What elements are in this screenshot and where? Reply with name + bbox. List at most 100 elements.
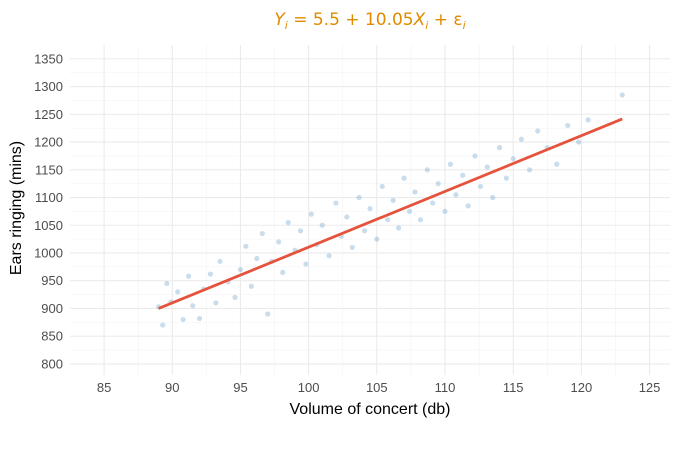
- data-point: [207, 271, 214, 277]
- data-point: [374, 236, 380, 242]
- y-tick-label: 1100: [35, 190, 63, 205]
- data-point: [535, 128, 541, 134]
- x-tick-label: 120: [571, 380, 593, 395]
- data-point: [349, 244, 355, 251]
- data-point: [326, 253, 332, 259]
- data-point: [367, 206, 373, 212]
- data-point: [401, 175, 407, 181]
- data-point: [554, 161, 560, 167]
- regression-line-group: [158, 117, 623, 310]
- data-point: [447, 161, 454, 167]
- title-equation: = 5.5 + 10.05: [288, 10, 414, 30]
- title-y-sub: i: [285, 19, 288, 32]
- data-points: [156, 92, 625, 328]
- x-tick-label: 90: [165, 380, 179, 395]
- data-point: [619, 92, 625, 98]
- data-point: [285, 219, 291, 226]
- data-point: [453, 192, 459, 198]
- x-tick-label: 100: [298, 380, 320, 395]
- data-point: [196, 315, 203, 322]
- data-point: [460, 172, 466, 178]
- data-point: [379, 183, 385, 190]
- data-point: [576, 139, 582, 145]
- x-tick-label: 95: [233, 380, 247, 395]
- data-point: [356, 194, 362, 201]
- data-point: [276, 239, 282, 245]
- y-tick-label: 900: [41, 301, 63, 316]
- title-epsilon: ε: [453, 10, 462, 30]
- major-grid: [70, 45, 670, 375]
- data-point: [510, 156, 516, 162]
- x-tick-label: 110: [435, 380, 456, 395]
- y-tick-label: 1200: [34, 135, 63, 150]
- title-x: X: [413, 10, 426, 30]
- data-point: [175, 289, 181, 295]
- data-point: [417, 217, 424, 223]
- minor-grid: [70, 45, 670, 375]
- data-point: [333, 200, 339, 206]
- x-axis-ticks: 85 90 95 100 105 110 115 120 125: [97, 380, 661, 395]
- data-point: [160, 322, 166, 328]
- data-point: [254, 255, 260, 262]
- data-point: [232, 294, 238, 300]
- y-tick-label: 1350: [34, 51, 63, 66]
- data-point: [435, 181, 441, 187]
- data-point: [186, 273, 192, 279]
- data-point: [484, 164, 490, 170]
- data-point: [406, 208, 413, 214]
- data-point: [442, 208, 448, 214]
- data-point: [585, 117, 591, 123]
- y-tick-label: 950: [41, 273, 63, 288]
- data-point: [265, 311, 271, 317]
- x-tick-label: 125: [639, 380, 661, 395]
- data-point: [164, 280, 170, 287]
- x-axis-label: Volume of concert (db): [290, 401, 451, 418]
- x-tick-label: 105: [366, 380, 388, 395]
- y-tick-label: 800: [41, 356, 63, 371]
- data-point: [424, 167, 430, 173]
- data-point: [526, 167, 533, 173]
- data-point: [280, 269, 286, 275]
- data-point: [518, 136, 524, 142]
- data-point: [430, 200, 436, 206]
- data-point: [180, 316, 186, 323]
- y-tick-label: 850: [41, 329, 63, 344]
- data-point: [248, 283, 254, 289]
- y-axis-ticks: 800 850 900 950 1000 1050 1100 1150 1200 1250 1300…: [34, 51, 63, 371]
- y-tick-label: 1300: [34, 79, 63, 94]
- title-eps-sub: i: [463, 19, 466, 32]
- title-y: Y: [274, 10, 286, 30]
- data-point: [243, 243, 249, 249]
- data-point: [503, 175, 509, 181]
- data-point: [319, 222, 325, 228]
- data-point: [213, 300, 219, 306]
- title-x-sub: i: [425, 19, 428, 32]
- data-point: [217, 258, 223, 264]
- data-point: [237, 267, 244, 273]
- data-point: [496, 145, 503, 151]
- y-tick-label: 1250: [34, 107, 63, 122]
- data-point: [472, 153, 478, 159]
- data-point: [361, 228, 368, 234]
- y-tick-label: 1150: [35, 162, 63, 177]
- data-point: [259, 230, 265, 237]
- data-point: [303, 261, 309, 267]
- data-point: [385, 217, 391, 223]
- data-point: [412, 189, 418, 195]
- data-point: [308, 211, 314, 217]
- title-plus: +: [428, 10, 453, 30]
- data-point: [396, 225, 402, 231]
- data-point: [390, 197, 396, 203]
- y-tick-label: 1050: [34, 218, 63, 233]
- data-point: [565, 122, 571, 129]
- y-tick-label: 1000: [34, 245, 63, 260]
- data-point: [297, 228, 304, 234]
- data-point: [477, 183, 484, 190]
- data-point: [490, 194, 496, 201]
- data-point: [465, 203, 471, 209]
- data-point: [344, 214, 350, 220]
- regression-line: [158, 117, 623, 310]
- y-axis-label: Ears ringing (mins): [8, 141, 25, 275]
- data-point: [190, 303, 196, 309]
